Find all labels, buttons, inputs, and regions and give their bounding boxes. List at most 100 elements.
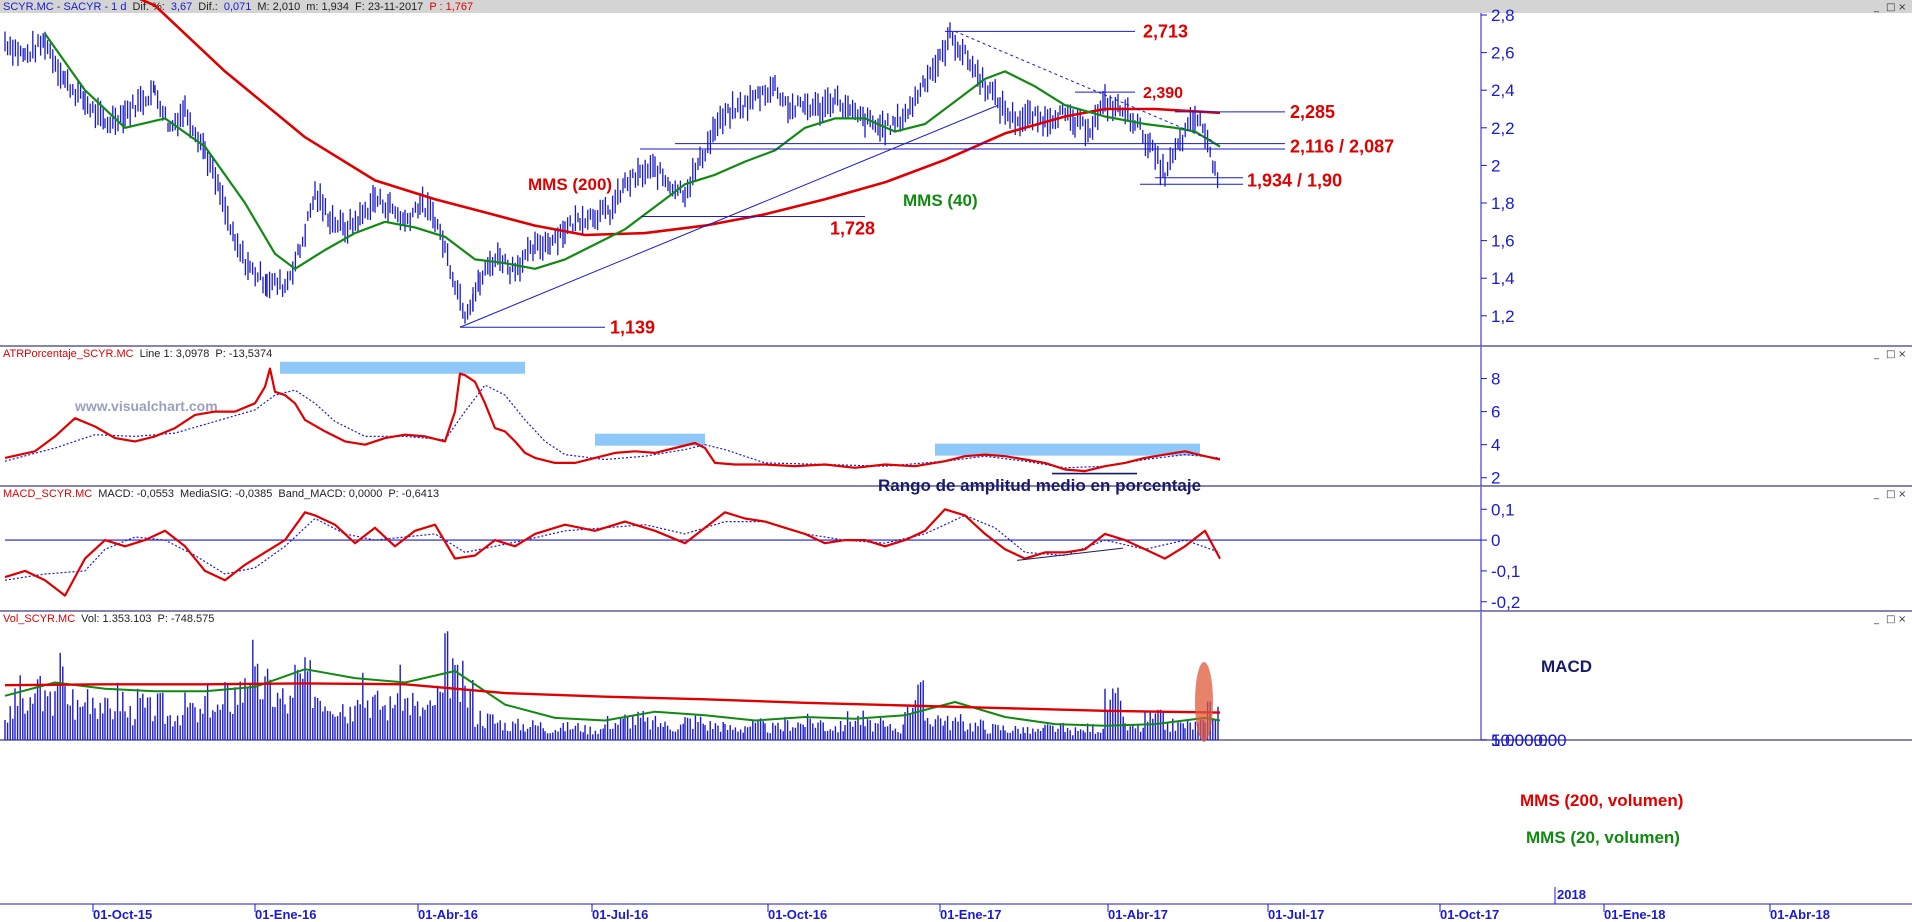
level-label: 1,934 / 1,90 (1247, 170, 1342, 190)
y-tick-label: -0,1 (1491, 562, 1520, 581)
header-field: Vol: 1.353.103 (81, 613, 151, 625)
header-field: Band_MACD: 0,0000 (278, 488, 382, 500)
header-field: P: -13,5374 (215, 348, 272, 360)
y-tick-label: 1,2 (1491, 307, 1515, 326)
ma200-label: MMS (200) (528, 175, 612, 194)
level-label: 1,139 (610, 317, 655, 337)
header-field: M: 2,010 (257, 1, 300, 13)
atr-line (4, 367, 1221, 473)
header-field: 3,67 (171, 1, 192, 13)
header-field: ATRPorcentaje_SCYR.MC (3, 348, 134, 360)
x-tick-label: 01-Ene-18 (1604, 907, 1665, 922)
macd-title: MACD (1541, 657, 1592, 676)
y-tick-label: 1,8 (1491, 194, 1515, 213)
macd-line (4, 508, 1221, 597)
volume-ma20-line (4, 668, 1221, 727)
y-tick-label: 5.000.00 (1491, 731, 1557, 750)
x-tick-label: 01-Oct-16 (768, 907, 827, 922)
y-tick-label: 2,2 (1491, 119, 1515, 138)
y-tick-label: 2 (1491, 469, 1500, 488)
macd-header-text: MACD_SCYR.MC MACD: -0,0553 MediaSIG: -0,03… (3, 488, 439, 500)
y-tick-label: 2 (1491, 156, 1500, 175)
volume-header-text: Vol_SCYR.MC Vol: 1.353.103 P: -748.575 (3, 613, 214, 625)
x-axis: 01-Oct-15 01-Ene-16 01-Abr-16 01-Jul-16 01-O… (0, 887, 1912, 922)
highlight-band (935, 443, 1200, 456)
y-tick-label: 1,6 (1491, 232, 1515, 251)
resistance-trendline (954, 30, 1214, 142)
window-button-0[interactable]: _ (1873, 489, 1880, 500)
ma200-line (138, 0, 1221, 237)
level-label: 2,713 (1143, 21, 1188, 41)
y-tick-label: 2,6 (1491, 44, 1515, 63)
y-tick-label: 1,4 (1491, 269, 1515, 288)
header-field: MACD_SCYR.MC (3, 488, 92, 500)
year-label: 2018 (1557, 887, 1586, 902)
volume-panel: Vol_SCYR.MC Vol: 1.353.103 P: -748.575 _ □ × 1… (0, 612, 1912, 847)
atr-panel: ATRPorcentaje_SCYR.MC Line 1: 3,0978 P: -1… (0, 347, 1912, 495)
header-field: Line 1: 3,0978 (140, 348, 210, 360)
window-button-2[interactable]: × (1898, 349, 1906, 360)
level-label: 2,285 (1290, 102, 1335, 122)
header-field: Vol_SCYR.MC (3, 613, 75, 625)
price-header-text: SCYR.MC - SACYR - 1 d Dif. %: 3,67 Dif.: 0,0… (3, 1, 473, 13)
price-header-bar (0, 0, 1912, 13)
watermark: www.visualchart.com (74, 398, 218, 414)
level-label: 2,116 / 2,087 (1290, 137, 1394, 157)
y-tick-label: 2,8 (1491, 6, 1515, 25)
macd-trendline (1016, 547, 1124, 561)
y-tick-label: 6 (1491, 403, 1500, 422)
header-field: MACD: -0,0553 (98, 488, 174, 500)
y-tick-label: 8 (1491, 370, 1500, 389)
header-field: P : 1,767 (429, 1, 473, 13)
x-tick-label: 01-Ene-16 (255, 907, 316, 922)
y-tick-label: 0,1 (1491, 500, 1515, 519)
y-tick-label: 2,4 (1491, 81, 1515, 100)
highlight-band (280, 361, 525, 374)
window-button-2[interactable]: × (1898, 489, 1906, 500)
volume-highlight (1195, 661, 1213, 742)
y-tick-label: 4 (1491, 436, 1500, 455)
window-button-0[interactable]: _ (1873, 349, 1880, 360)
ma40-line (44, 33, 1221, 270)
x-tick-label: 01-Ene-17 (940, 907, 1001, 922)
x-tick-label: 01-Oct-15 (93, 907, 152, 922)
x-tick-label: 01-Abr-17 (1108, 907, 1168, 922)
header-field: F: 23-11-2017 (355, 1, 423, 13)
volume-bars (4, 631, 1219, 740)
window-button-0[interactable]: _ (1873, 2, 1880, 13)
atr-header-text: ATRPorcentaje_SCYR.MC Line 1: 3,0978 P: -1… (3, 348, 272, 360)
price-bars (4, 22, 1219, 324)
window-button-0[interactable]: _ (1873, 614, 1880, 625)
header-field: m: 1,934 (306, 1, 349, 13)
header-field: P: -748.575 (157, 613, 214, 625)
x-tick-label: 01-Oct-17 (1440, 907, 1499, 922)
x-tick-label: 01-Jul-17 (1268, 907, 1324, 922)
y-tick-label: 0 (1491, 531, 1500, 550)
window-button-1[interactable]: □ (1886, 489, 1895, 500)
volume-ma200-label: MMS (200, volumen) (1520, 791, 1683, 810)
y-tick-label: -0,2 (1491, 593, 1520, 612)
window-button-2[interactable]: × (1898, 614, 1906, 625)
header-field: SCYR.MC - SACYR - 1 d (3, 1, 126, 13)
x-tick-label: 01-Abr-16 (418, 907, 478, 922)
window-button-1[interactable]: □ (1886, 2, 1895, 13)
volume-ma20-label: MMS (20, volumen) (1526, 828, 1680, 847)
x-tick-label: 01-Abr-18 (1770, 907, 1830, 922)
header-field: 0,071 (224, 1, 252, 13)
highlight-band (595, 433, 705, 446)
x-tick-label: 01-Jul-16 (592, 907, 648, 922)
window-button-1[interactable]: □ (1886, 349, 1895, 360)
header-field: P: -0,6413 (388, 488, 439, 500)
macd-panel: MACD_SCYR.MC MACD: -0,0553 MediaSIG: -0,03… (0, 487, 1912, 676)
header-field: Dif. %: (132, 1, 164, 13)
window-button-2[interactable]: × (1898, 2, 1906, 13)
price-panel: _ □ ×2,82,62,42,221,81,61,41,22,7132,3902,… (0, 0, 1912, 414)
window-button-1[interactable]: □ (1886, 614, 1895, 625)
level-label: 1,728 (830, 219, 875, 239)
level-label: 2,390 (1143, 85, 1183, 102)
header-field: Dif.: (198, 1, 218, 13)
header-field: MediaSIG: -0,0385 (180, 488, 272, 500)
ma40-label: MMS (40) (903, 191, 978, 210)
atr-title: Rango de amplitud medio en porcentaje (878, 476, 1201, 495)
